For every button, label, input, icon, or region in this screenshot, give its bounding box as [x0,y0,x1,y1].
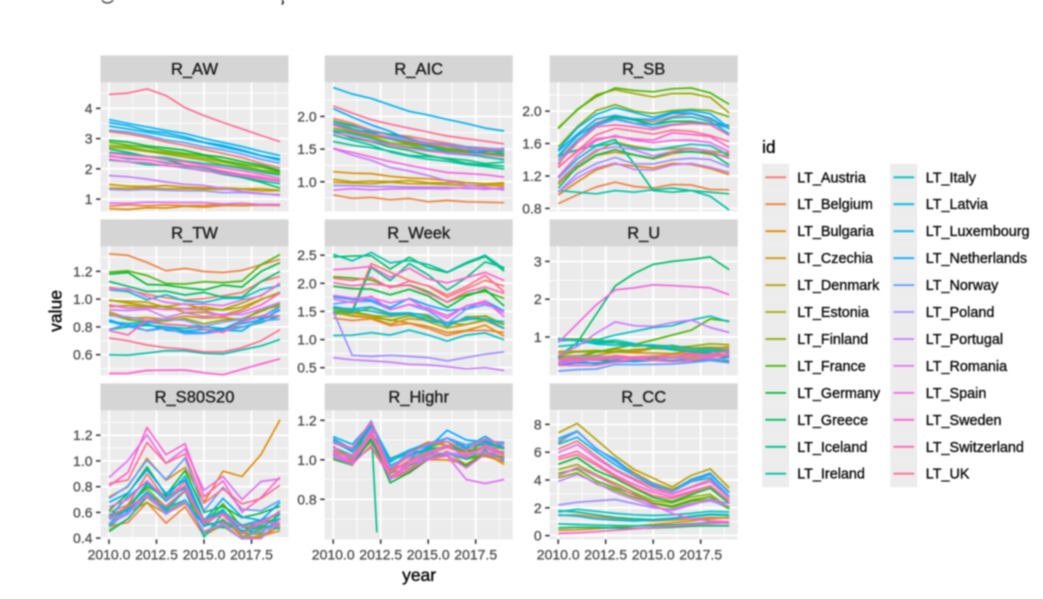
svg-text:3: 3 [85,131,93,147]
svg-text:4: 4 [534,472,542,488]
svg-text:LT_France: LT_France [797,359,866,375]
svg-text:8: 8 [534,416,542,432]
svg-text:LT_Latvia: LT_Latvia [926,197,988,213]
svg-text:0: 0 [534,528,542,544]
svg-text:2010.0: 2010.0 [537,546,580,562]
svg-text:2.0: 2.0 [297,108,317,124]
svg-text:0.6: 0.6 [73,504,93,520]
svg-text:2010.0: 2010.0 [88,546,131,562]
svg-text:4: 4 [85,100,93,116]
svg-text:0.8: 0.8 [522,200,542,216]
svg-text:2.0: 2.0 [522,103,542,119]
svg-text:R_AW: R_AW [171,60,218,78]
svg-text:LT_Switzerland: LT_Switzerland [926,440,1024,456]
svg-text:2012.5: 2012.5 [584,546,627,562]
svg-text:1: 1 [534,329,542,345]
svg-text:id: id [762,137,776,157]
svg-text:2017.5: 2017.5 [679,546,722,562]
svg-text:LT_Iceland: LT_Iceland [797,440,867,456]
svg-text:LT_Poland: LT_Poland [926,305,995,321]
svg-text:2015.0: 2015.0 [407,546,450,562]
svg-text:LT_Estonia: LT_Estonia [797,305,869,321]
svg-text:2017.5: 2017.5 [454,546,497,562]
svg-text:2.5: 2.5 [297,247,317,263]
svg-text:0.8: 0.8 [73,319,93,335]
svg-text:0.4: 0.4 [73,530,93,546]
svg-text:2017.5: 2017.5 [230,546,273,562]
svg-text:0.8: 0.8 [297,491,317,507]
svg-text:R_CC: R_CC [621,388,666,406]
svg-text:1.6: 1.6 [522,136,542,152]
svg-text:R_Highr: R_Highr [388,388,449,406]
svg-text:0.5: 0.5 [297,360,317,376]
svg-text:2015.0: 2015.0 [632,546,675,562]
svg-text:LT_Spain: LT_Spain [926,386,987,402]
svg-text:2: 2 [534,291,542,307]
svg-text:LT_Norway: LT_Norway [926,278,999,294]
svg-text:LT_UK: LT_UK [926,467,970,483]
svg-text:1.0: 1.0 [73,291,93,307]
svg-text:R_TW: R_TW [171,224,218,242]
svg-text:1.2: 1.2 [73,263,93,279]
svg-text:LT_Denmark: LT_Denmark [797,278,880,294]
svg-text:R_AIC: R_AIC [394,60,443,78]
svg-text:1.5: 1.5 [297,141,317,157]
svg-text:2.0: 2.0 [297,275,317,291]
svg-text:1.0: 1.0 [297,174,317,190]
svg-text:LT_Sweden: LT_Sweden [926,413,1002,429]
svg-text:value: value [46,290,66,332]
svg-text:LT_Italy: LT_Italy [926,170,977,186]
svg-text:1: 1 [85,191,93,207]
svg-text:LT_Greece: LT_Greece [797,413,868,429]
svg-text:LT_Austria: LT_Austria [797,170,866,186]
svg-text:2010.0: 2010.0 [312,546,355,562]
svg-text:3: 3 [534,253,542,269]
svg-text:LT_Portugal: LT_Portugal [926,332,1003,348]
svg-text:year: year [402,565,436,585]
svg-text:1.2: 1.2 [522,168,542,184]
svg-text:LT_Finland: LT_Finland [797,332,868,348]
svg-text:2012.5: 2012.5 [135,546,178,562]
svg-text:LT_Germany: LT_Germany [797,386,881,402]
svg-text:2012.5: 2012.5 [359,546,402,562]
svg-text:R_SB: R_SB [622,60,665,78]
svg-text:2015.0: 2015.0 [183,546,226,562]
svg-text:LT_Bulgaria: LT_Bulgaria [797,224,874,240]
svg-text:LT_Czechia: LT_Czechia [797,251,873,267]
svg-text:1.0: 1.0 [297,452,317,468]
svg-text:LT_Ireland: LT_Ireland [797,467,865,483]
svg-text:R_U: R_U [627,224,660,242]
svg-text:1.2: 1.2 [297,412,317,428]
svg-text:LT_Luxembourg: LT_Luxembourg [926,224,1030,240]
svg-text:2: 2 [534,500,542,516]
svg-text:6: 6 [534,444,542,460]
svg-text:1.5: 1.5 [297,303,317,319]
svg-text:1.2: 1.2 [73,427,93,443]
svg-text:0.8: 0.8 [73,479,93,495]
svg-text:2: 2 [85,161,93,177]
svg-text:LT_Netherlands: LT_Netherlands [926,251,1027,267]
svg-text:1.0: 1.0 [73,453,93,469]
svg-text:R_Week: R_Week [387,224,451,242]
svg-text:0.6: 0.6 [73,347,93,363]
svg-text:LT_Belgium: LT_Belgium [797,197,873,213]
svg-text:R_S80S20: R_S80S20 [155,388,235,406]
svg-text:1.0: 1.0 [297,332,317,348]
svg-text:LT_Romania: LT_Romania [926,359,1007,375]
